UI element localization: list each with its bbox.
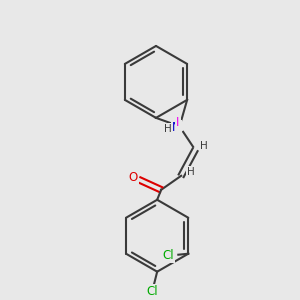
Text: Cl: Cl [163, 249, 174, 262]
Text: O: O [129, 171, 138, 184]
Text: Cl: Cl [146, 285, 158, 298]
Text: H: H [200, 141, 208, 151]
Text: N: N [172, 122, 181, 134]
Text: H: H [187, 167, 195, 177]
Text: I: I [176, 116, 180, 129]
Text: H: H [164, 124, 172, 134]
